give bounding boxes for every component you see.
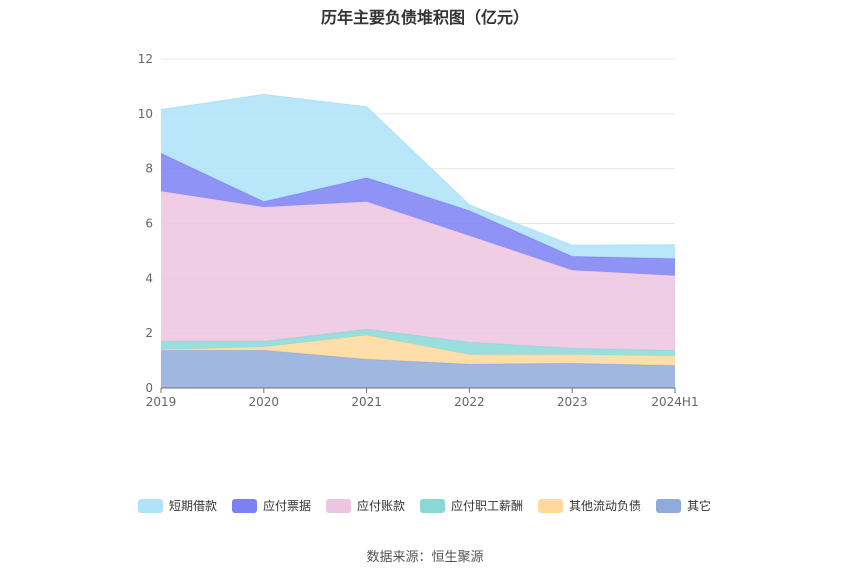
legend-item[interactable]: 应付职工薪酬 bbox=[420, 498, 523, 513]
x-tick-label: 2024H1 bbox=[651, 395, 698, 409]
y-tick-label: 0 bbox=[145, 381, 153, 395]
x-tick-label: 2022 bbox=[454, 395, 485, 409]
area-应付职工薪酬 bbox=[161, 329, 675, 356]
chart-title: 历年主要负债堆积图（亿元） bbox=[320, 8, 529, 27]
legend-label: 应付职工薪酬 bbox=[451, 498, 523, 513]
x-tick-label: 2021 bbox=[351, 395, 382, 409]
x-tick-label: 2023 bbox=[557, 395, 588, 409]
legend-item[interactable]: 短期借款 bbox=[138, 499, 217, 513]
y-tick-label: 10 bbox=[138, 107, 153, 121]
legend-item[interactable]: 其他流动负债 bbox=[538, 499, 641, 513]
legend-item[interactable]: 应付账款 bbox=[326, 498, 405, 513]
legend-label: 其他流动负债 bbox=[569, 499, 641, 513]
y-tick-label: 4 bbox=[145, 271, 153, 285]
legend-item[interactable]: 其它 bbox=[656, 498, 711, 513]
series-areas bbox=[160, 93, 676, 388]
legend-swatch bbox=[656, 499, 681, 513]
legend-swatch bbox=[538, 499, 563, 513]
area-短期借款 bbox=[161, 94, 675, 259]
x-tick-label: 2019 bbox=[146, 395, 177, 409]
y-tick-label: 8 bbox=[145, 162, 153, 176]
source-note: 数据来源：恒生聚源 bbox=[366, 550, 484, 565]
area-其它 bbox=[161, 350, 675, 388]
legend-swatch bbox=[420, 499, 445, 513]
area-其他流动负债 bbox=[161, 335, 675, 366]
legend-swatch bbox=[326, 499, 351, 513]
y-tick-label: 2 bbox=[145, 326, 153, 340]
area-edge-短期借款 bbox=[160, 93, 676, 247]
legend-label: 其它 bbox=[687, 498, 711, 513]
legend-swatch bbox=[138, 499, 163, 513]
x-tick-label: 2020 bbox=[249, 395, 280, 409]
area-应付账款 bbox=[161, 191, 675, 351]
legend-item[interactable]: 应付票据 bbox=[232, 498, 311, 513]
y-tick-label: 6 bbox=[145, 217, 153, 231]
axes: 0 2 4 6 8 10 12 2019 2020 2021 2022 2023 2024H1 bbox=[138, 52, 699, 409]
legend-label: 短期借款 bbox=[169, 499, 217, 513]
y-tick-label: 12 bbox=[138, 52, 153, 66]
legend-swatch bbox=[232, 499, 257, 513]
legend-label: 应付账款 bbox=[357, 498, 405, 513]
legend[interactable]: 短期借款 应付票据 应付账款 应付职工薪酬 其他流动负债 其它 bbox=[138, 498, 711, 513]
legend-label: 应付票据 bbox=[263, 498, 311, 513]
